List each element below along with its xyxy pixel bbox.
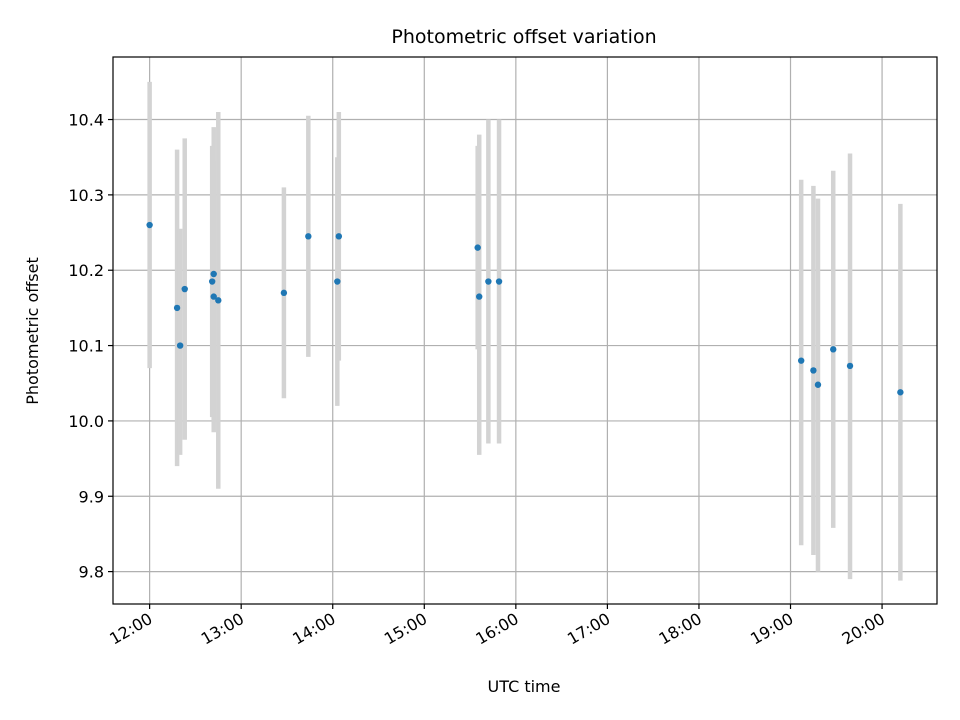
plot-frame [112,56,938,605]
y-tick-label: 10.1 [68,337,104,356]
data-point [897,389,904,396]
data-point [335,233,343,240]
data-point [810,367,817,374]
chart-title: Photometric offset variation [391,26,656,48]
data-point [474,244,481,251]
data-point [797,357,805,364]
data-point [176,342,184,349]
data-point [495,278,503,285]
data-point [334,278,341,285]
y-tick-label: 10.2 [68,261,104,280]
data-point [173,304,181,312]
data-point [181,285,188,293]
data-point [846,362,854,370]
data-point [208,278,216,285]
x-axis-label: UTC time [488,677,561,696]
y-axis-ticks: 9.8 9.9 10.0 10.1 10.2 10.3 10.4 [68,111,113,582]
data-point [210,270,217,278]
data-point [210,293,217,300]
data-point [830,346,837,353]
data-point [305,233,312,240]
y-tick-label: 10.4 [68,111,104,130]
data-points [146,221,904,396]
y-tick-label: 10.0 [68,412,104,431]
data-point [814,381,822,388]
y-axis-label: Photometric offset [23,257,42,405]
data-point [476,293,483,300]
data-point [215,297,222,304]
data-point [146,221,153,229]
y-tick-label: 10.3 [68,186,104,205]
data-point [280,289,288,297]
data-point [485,278,492,285]
y-tick-label: 9.9 [79,487,104,506]
y-tick-label: 9.8 [79,563,104,582]
